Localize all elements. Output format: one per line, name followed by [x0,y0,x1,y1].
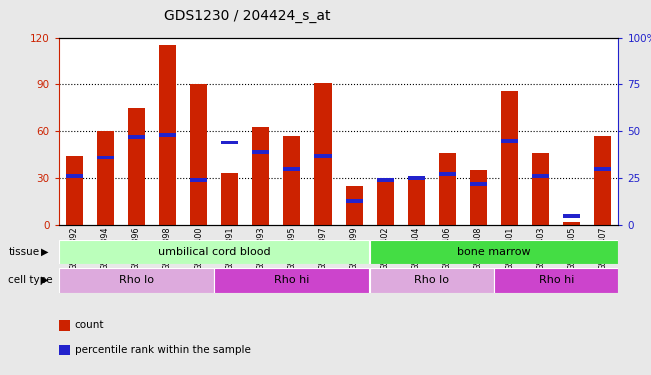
Bar [594,136,611,225]
Bar [594,167,611,171]
Bar [494,268,618,292]
Bar [346,199,363,202]
Bar [408,176,425,180]
Bar [66,156,83,225]
Bar [159,45,176,225]
Bar [501,139,518,142]
Bar [501,91,518,225]
Bar [377,181,394,225]
Text: tissue: tissue [8,247,40,257]
Bar [346,186,363,225]
Bar [283,136,300,225]
Bar [159,133,176,137]
Bar [470,182,487,186]
Text: umbilical cord blood: umbilical cord blood [158,247,270,257]
Bar [252,150,270,154]
Text: cell type: cell type [8,275,53,285]
Bar [252,127,270,225]
Bar [532,174,549,178]
Text: percentile rank within the sample: percentile rank within the sample [75,345,251,355]
Bar [439,172,456,176]
Bar [190,178,207,182]
Text: Rho hi: Rho hi [538,275,574,285]
Text: count: count [75,321,104,330]
Text: Rho hi: Rho hi [274,275,310,285]
Bar [283,167,300,171]
Text: ▶: ▶ [41,275,49,285]
Bar [532,153,549,225]
Bar [190,84,207,225]
Bar [439,153,456,225]
Bar [221,173,238,225]
Bar [214,268,369,292]
Bar [221,141,238,144]
Bar [59,268,214,292]
Text: Rho lo: Rho lo [119,275,154,285]
Bar [66,174,83,178]
Bar [314,83,331,225]
Bar [128,108,145,225]
Bar [370,240,618,264]
Bar [97,156,114,159]
Bar [314,154,331,158]
Bar [377,178,394,182]
Text: Rho lo: Rho lo [414,275,449,285]
Bar [97,131,114,225]
Text: bone marrow: bone marrow [457,247,531,257]
Text: ▶: ▶ [41,247,49,257]
Bar [370,268,493,292]
Text: GDS1230 / 204424_s_at: GDS1230 / 204424_s_at [164,9,331,23]
Bar [59,240,369,264]
Bar [408,180,425,225]
Bar [128,135,145,139]
Bar [470,170,487,225]
Bar [563,222,580,225]
Bar [563,214,580,217]
